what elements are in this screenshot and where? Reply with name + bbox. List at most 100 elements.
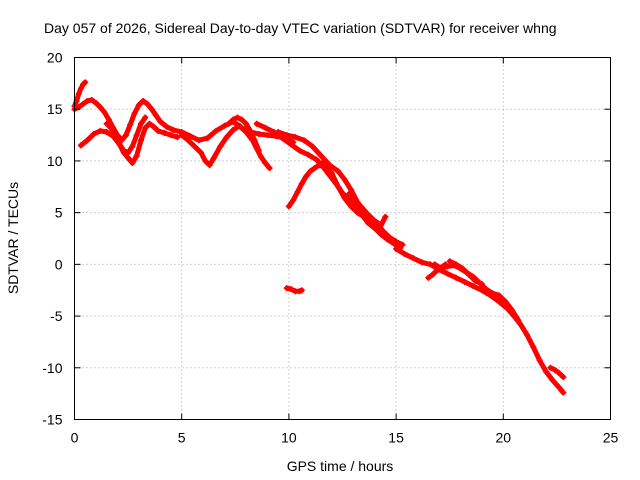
data-point xyxy=(146,120,153,127)
data-point xyxy=(399,241,406,248)
data-point xyxy=(167,132,174,139)
data-point xyxy=(275,128,282,135)
data-point xyxy=(243,128,250,135)
data-point xyxy=(170,126,177,133)
data-point xyxy=(502,298,509,305)
data-point xyxy=(236,122,243,129)
x-tick-label: 5 xyxy=(178,430,186,446)
data-point xyxy=(77,85,84,92)
data-point xyxy=(178,132,185,139)
data-point xyxy=(341,176,348,183)
y-tick-label: 0 xyxy=(55,256,63,272)
data-point xyxy=(80,101,87,108)
data-point xyxy=(560,389,567,396)
x-tick-label: 10 xyxy=(281,430,297,446)
data-point xyxy=(82,79,89,86)
data-point xyxy=(393,238,400,245)
data-point xyxy=(328,170,335,177)
series-track-n xyxy=(425,261,449,281)
data-point xyxy=(315,162,322,169)
data-point xyxy=(137,120,144,127)
data-point xyxy=(472,277,479,284)
data-point xyxy=(152,112,159,119)
data-point xyxy=(335,183,342,190)
data-point xyxy=(258,153,265,160)
data-point xyxy=(360,213,367,220)
y-tick-label: 5 xyxy=(55,205,63,221)
y-axis-label: SDTVAR / TECUs xyxy=(5,182,21,294)
y-tick-label: 15 xyxy=(47,101,63,117)
data-point xyxy=(382,213,389,220)
data-point xyxy=(202,157,209,164)
data-point xyxy=(496,292,503,299)
series-track-f xyxy=(225,114,262,154)
data-point xyxy=(326,162,333,169)
data-point xyxy=(105,116,112,123)
data-point xyxy=(223,134,230,141)
data-point xyxy=(125,154,132,161)
data-point xyxy=(444,270,451,277)
x-tick-label: 0 xyxy=(71,430,79,446)
data-point xyxy=(530,344,537,351)
data-point xyxy=(97,104,104,111)
data-point xyxy=(446,258,453,265)
data-point xyxy=(551,366,558,373)
data-point xyxy=(556,384,563,391)
data-point xyxy=(380,230,387,237)
data-point xyxy=(311,165,318,172)
data-point xyxy=(230,126,237,133)
axis-ticks: 0 5 10 15 20 25 -15 -10 -5 0 5 10 15 20 xyxy=(42,50,618,446)
data-point xyxy=(425,274,432,281)
data-point xyxy=(547,364,554,371)
data-point xyxy=(103,120,110,127)
data-point xyxy=(90,131,97,138)
data-point xyxy=(230,116,237,123)
data-point xyxy=(298,287,305,294)
data-point xyxy=(129,143,136,150)
data-point xyxy=(508,306,515,313)
data-point xyxy=(371,217,378,224)
data-point xyxy=(157,118,164,125)
data-point xyxy=(133,152,140,159)
data-point xyxy=(453,274,460,281)
data-point xyxy=(438,264,445,271)
data-point xyxy=(251,137,258,144)
data-point xyxy=(341,195,348,202)
data-point xyxy=(129,159,136,166)
data-point xyxy=(255,147,262,154)
series-track-p xyxy=(283,285,305,295)
series-track-b xyxy=(71,79,89,110)
series-trail xyxy=(104,115,148,156)
data-point xyxy=(150,123,157,130)
data-point xyxy=(459,265,466,272)
data-point xyxy=(560,374,567,381)
data-point xyxy=(348,203,355,210)
y-tick-label: 20 xyxy=(47,50,63,66)
data-point xyxy=(195,137,202,144)
plot-frame xyxy=(74,57,611,420)
data-point xyxy=(294,188,301,195)
data-point xyxy=(75,90,82,97)
data-point xyxy=(84,97,91,104)
data-point xyxy=(84,137,91,144)
data-point xyxy=(161,130,168,137)
data-point xyxy=(206,162,213,169)
series-track-l xyxy=(393,245,567,396)
series-trail xyxy=(548,365,566,380)
grid-lines xyxy=(74,57,611,420)
data-point xyxy=(483,286,490,293)
data-point xyxy=(307,168,314,175)
data-point xyxy=(303,173,310,180)
data-point xyxy=(288,286,295,293)
x-axis-label: GPS time / hours xyxy=(287,458,394,474)
data-point xyxy=(103,128,110,135)
data-point xyxy=(358,204,365,211)
data-point xyxy=(266,165,273,172)
data-point xyxy=(429,271,436,278)
data-point xyxy=(135,102,142,109)
data-point xyxy=(155,127,162,134)
data-point xyxy=(288,141,295,148)
data-point xyxy=(140,97,147,104)
data-point xyxy=(431,261,438,268)
data-point xyxy=(313,156,320,163)
